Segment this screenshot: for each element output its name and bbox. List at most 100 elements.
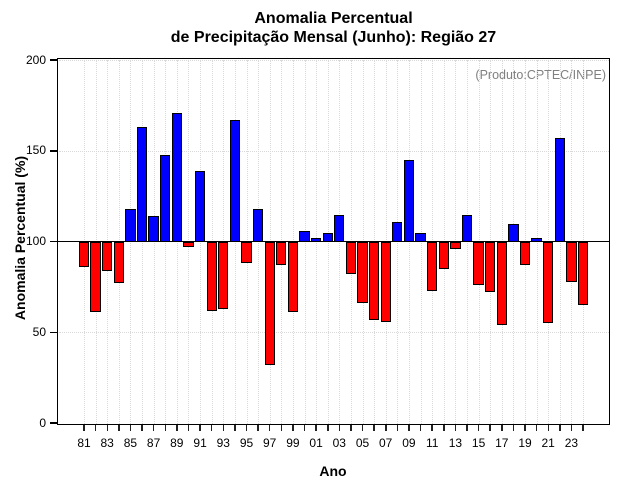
bar (543, 241, 554, 324)
x-axis-tick (152, 425, 155, 431)
bar (90, 241, 101, 313)
x-axis-tick-label: 11 (425, 436, 439, 450)
x-axis-tick (466, 425, 468, 431)
x-axis-tick-label: 99 (286, 436, 300, 450)
x-axis-tick (396, 425, 399, 431)
x-axis-tick (222, 425, 224, 431)
x-axis-tick-label: 83 (100, 436, 114, 450)
y-axis-tick-label: 100 (25, 234, 46, 249)
x-axis-tick (234, 425, 236, 431)
bar (485, 241, 496, 293)
bar (508, 223, 519, 242)
x-axis-tick-label: 93 (216, 436, 230, 450)
bar (380, 241, 391, 322)
x-axis-tick-label: 03 (332, 436, 346, 450)
bar (345, 241, 357, 275)
y-axis-tick (50, 59, 57, 61)
bar (566, 241, 577, 282)
x-axis-tick (199, 425, 201, 431)
y-axis-tick-label: 200 (25, 52, 46, 67)
bar (554, 138, 565, 242)
bar (427, 241, 438, 291)
x-axis-tick (524, 425, 526, 431)
x-axis-tick-label: 91 (193, 436, 207, 450)
x-axis-tick (94, 425, 97, 431)
x-axis-tick-label: 15 (471, 436, 486, 450)
x-axis-tick (477, 425, 480, 431)
x-axis-tick (210, 425, 213, 431)
bar (368, 241, 380, 320)
x-axis-tick (257, 425, 259, 431)
x-axis-tick (303, 425, 306, 431)
bar (264, 241, 275, 366)
bar (334, 214, 345, 242)
bar (125, 209, 136, 242)
x-axis-tick (419, 425, 422, 431)
x-axis-tick (408, 425, 410, 431)
x-axis-tick-label: 21 (541, 436, 555, 450)
x-axis-tick-label: 13 (448, 436, 463, 450)
bar (218, 241, 229, 309)
plot-frame (57, 58, 610, 425)
bar (113, 241, 124, 284)
horizontal-gridline (58, 60, 609, 62)
bar (229, 120, 241, 242)
x-axis-tick-label: 01 (309, 436, 323, 450)
y-axis-tick (50, 331, 57, 334)
bar (403, 160, 415, 242)
y-axis-tick (50, 150, 57, 152)
x-axis-tick (129, 425, 132, 431)
x-axis-tick (338, 425, 341, 431)
y-axis-tick (50, 422, 57, 424)
horizontal-gridline (58, 150, 609, 152)
source-annotation: (Produto:CPTEC/INPE) (475, 68, 606, 82)
x-axis-title: Ano (319, 463, 347, 479)
y-axis-tick-label: 150 (25, 143, 46, 158)
x-axis-tick (431, 425, 433, 431)
bar (392, 221, 403, 242)
x-axis-tick (315, 425, 317, 431)
bar (357, 241, 368, 304)
x-axis-tick-label: 05 (355, 436, 370, 450)
x-axis-tick (501, 425, 503, 431)
y-axis-tick (50, 240, 57, 243)
x-axis-tick (512, 425, 515, 431)
baseline-100 (58, 240, 609, 243)
x-axis-tick (83, 425, 85, 431)
x-axis-tick (570, 425, 573, 431)
x-axis-tick-label: 89 (170, 436, 184, 450)
x-axis-tick-label: 95 (239, 436, 254, 450)
x-axis-tick-label: 81 (77, 436, 91, 450)
x-axis-tick-label: 97 (263, 436, 277, 450)
x-axis-tick (489, 425, 491, 431)
x-axis-tick (118, 425, 120, 431)
x-axis-tick (350, 425, 352, 431)
bar (102, 241, 113, 271)
bar (160, 154, 171, 242)
bar (450, 241, 461, 249)
bar (473, 241, 484, 286)
bar (276, 241, 287, 266)
bar (183, 241, 194, 248)
x-axis-tick (547, 425, 549, 431)
bar (496, 241, 507, 326)
x-axis-tick-label: 17 (495, 436, 509, 450)
x-axis-tick (280, 425, 282, 431)
x-axis-tick (268, 425, 271, 431)
y-axis-tick-label: 0 (39, 415, 46, 430)
x-axis-tick (245, 425, 248, 431)
bar (206, 241, 217, 311)
bar (171, 112, 182, 242)
x-axis-tick (559, 425, 561, 431)
x-axis-tick (292, 425, 294, 431)
x-axis-tick (164, 425, 166, 431)
x-axis-tick (106, 425, 108, 431)
y-axis-tick-label: 50 (32, 324, 46, 339)
x-axis-tick (141, 425, 143, 431)
bar (194, 170, 206, 242)
x-axis-tick (361, 425, 364, 431)
x-axis-tick (373, 425, 375, 431)
x-axis-tick-label: 23 (564, 436, 579, 450)
bar (136, 127, 148, 242)
